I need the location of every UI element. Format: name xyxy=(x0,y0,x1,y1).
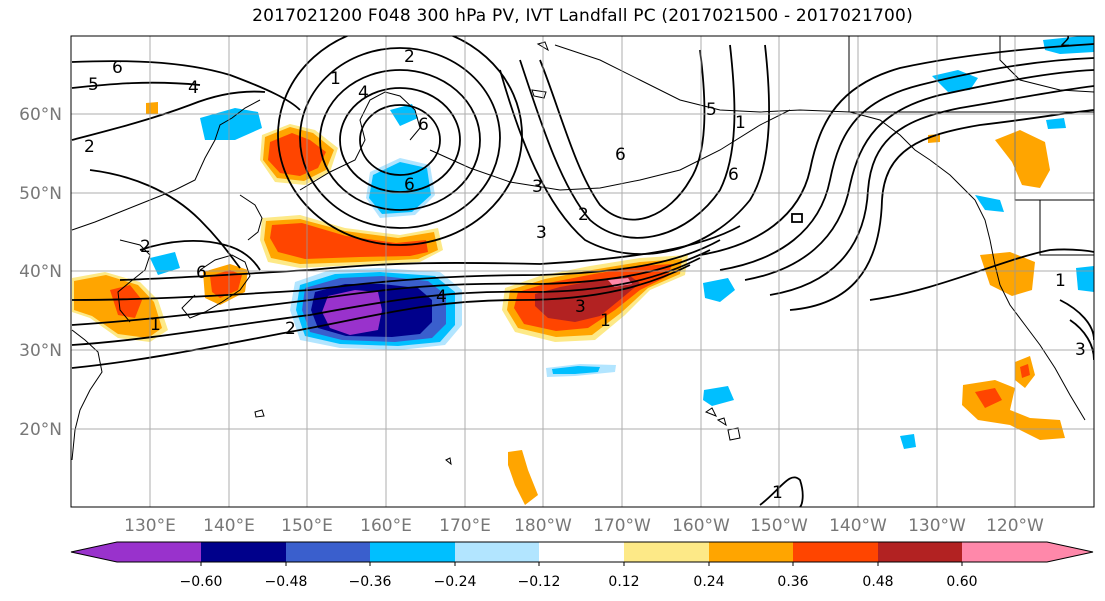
lon-label: 160°E xyxy=(360,516,412,536)
colorbar-segment xyxy=(624,542,709,562)
contour-label: 6 xyxy=(615,145,626,165)
contour-label: 4 xyxy=(188,78,199,98)
contour-label: 4 xyxy=(436,287,447,307)
colorbar-segment xyxy=(370,542,455,562)
lon-label: 170°E xyxy=(439,516,491,536)
contour-label: 4 xyxy=(358,83,369,103)
contour-label: 3 xyxy=(575,297,586,317)
lat-label: 50°N xyxy=(19,184,62,204)
shade-neg-4 xyxy=(322,290,382,335)
colorbar-ticks: −0.60 −0.48 −0.36 −0.24 −0.12 0.12 0.24 … xyxy=(180,574,978,590)
colorbar-segment xyxy=(201,542,286,562)
contour-label: 6 xyxy=(404,175,415,195)
colorbar-tick-label: 0.60 xyxy=(946,574,977,590)
lat-labels: 60°N 50°N 40°N 30°N 20°N xyxy=(19,105,62,440)
lat-label: 30°N xyxy=(19,341,62,361)
lon-label: 120°W xyxy=(986,516,1044,536)
lon-label: 150°E xyxy=(281,516,333,536)
colorbar-tick-label: 0.36 xyxy=(777,574,808,590)
contour-label: 3 xyxy=(1075,340,1086,360)
colorbar-tick-label: 0.48 xyxy=(862,574,893,590)
colorbar-outline xyxy=(70,541,1094,563)
contour-label: 1 xyxy=(772,483,783,503)
graticule xyxy=(71,36,1094,507)
colorbar-segment xyxy=(793,542,878,562)
contour-label: 6 xyxy=(112,58,123,78)
contour-label: 1 xyxy=(1055,271,1066,291)
colorbar xyxy=(70,541,1094,566)
lat-label: 20°N xyxy=(19,420,62,440)
contour-label: 6 xyxy=(196,263,207,283)
contour-label: 2 xyxy=(578,205,589,225)
contour-label: 2 xyxy=(285,319,296,339)
contour-label: 2 xyxy=(84,137,95,157)
colorbar-segment xyxy=(539,542,624,562)
lon-label: 160°W xyxy=(672,516,730,536)
colorbar-segment xyxy=(878,542,962,562)
colorbar-tick-label: 0.24 xyxy=(693,574,724,590)
colorbar-segment xyxy=(455,542,539,562)
colorbar-tick-label: −0.60 xyxy=(180,574,223,590)
contour-label: 6 xyxy=(418,115,429,135)
contour-label: 1 xyxy=(150,315,161,335)
colorbar-tick-label: −0.36 xyxy=(349,574,392,590)
contour-label: 2 xyxy=(140,237,151,257)
lat-label: 40°N xyxy=(19,262,62,282)
contour-label: 2 xyxy=(1060,31,1071,51)
contour-label: 5 xyxy=(706,100,717,120)
colorbar-segment xyxy=(117,542,201,562)
colorbar-segment xyxy=(709,542,793,562)
shade-pos-3 xyxy=(535,276,640,322)
colorbar-extend-min xyxy=(71,542,117,562)
lon-label: 150°W xyxy=(750,516,808,536)
lat-label: 60°N xyxy=(19,105,62,125)
contour-label: 6 xyxy=(728,165,739,185)
contour-label: 1 xyxy=(600,311,611,331)
map-frame xyxy=(70,35,1095,508)
lon-label: 130°E xyxy=(124,516,176,536)
colorbar-tick-label: −0.12 xyxy=(518,574,561,590)
contour-label: 3 xyxy=(532,177,543,197)
contour-label: 3 xyxy=(536,223,547,243)
colorbar-segment xyxy=(286,542,370,562)
colorbar-tick-label: 0.12 xyxy=(608,574,639,590)
lon-label: 140°E xyxy=(203,516,255,536)
lon-label: 170°W xyxy=(593,516,651,536)
colorbar-extend-max xyxy=(1047,542,1093,562)
contour-label: 1 xyxy=(735,113,746,133)
lon-label: 140°W xyxy=(829,516,887,536)
contour-label: 1 xyxy=(330,69,341,89)
lon-label: 180°W xyxy=(514,516,572,536)
colorbar-tick-label: −0.48 xyxy=(265,574,308,590)
contour-label: 5 xyxy=(88,75,99,95)
colorbar-tick-label: −0.24 xyxy=(434,574,477,590)
map-title: 2017021200 F048 300 hPa PV, IVT Landfall… xyxy=(252,6,913,26)
contour-labels: 6 5 4 2 1 4 2 6 3 2 6 2 1 6 5 6 3 4 2 1 … xyxy=(84,31,1086,503)
lon-label: 130°W xyxy=(908,516,966,536)
colorbar-segment xyxy=(962,542,1047,562)
contour-label: 2 xyxy=(404,47,415,67)
lon-labels: 130°E 140°E 150°E 160°E 170°E 180°W 170°… xyxy=(124,516,1044,536)
